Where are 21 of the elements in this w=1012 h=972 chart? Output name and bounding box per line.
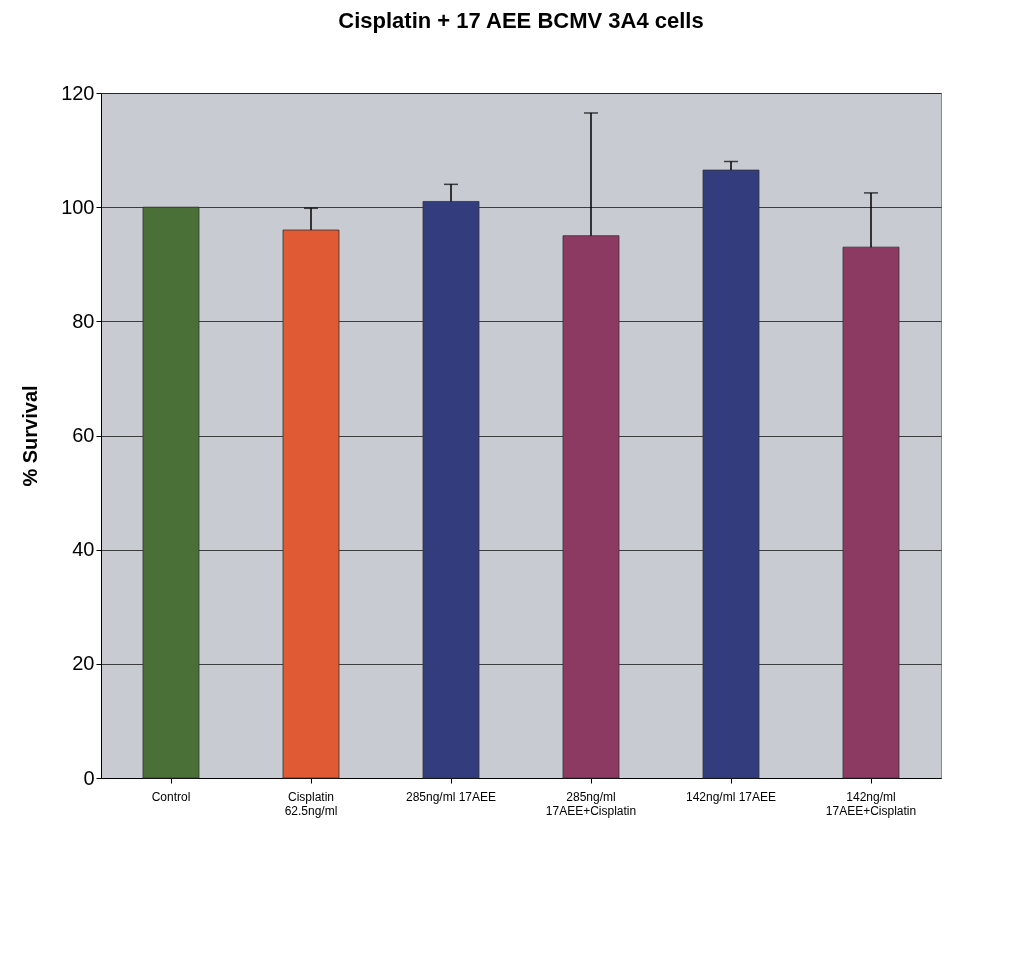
bar	[142, 206, 200, 779]
y-tick-label: 20	[72, 652, 95, 675]
y-tick-label: 120	[61, 81, 95, 104]
x-tick-label: 142ng/ml 17AEE+Cisplatin	[825, 789, 917, 818]
y-tick-label: 60	[72, 424, 95, 446]
bar	[562, 235, 620, 779]
x-tick-label: 285ng/ml 17AEE	[405, 789, 497, 804]
y-tick-label: 80	[72, 309, 95, 332]
chart-title: Cisplatin + 17 AEE BCMV 3A4 cells	[338, 8, 704, 33]
bar	[842, 246, 900, 779]
x-tick-label: 142ng/ml 17AEE	[685, 789, 777, 804]
y-tick-label: 40	[72, 538, 95, 561]
y-tick-label: 100	[61, 195, 95, 218]
y-tick-label: 0	[83, 766, 95, 789]
bar	[702, 169, 760, 779]
x-tick-label: 285ng/ml 17AEE+Cisplatin	[545, 789, 637, 818]
bar	[282, 229, 340, 779]
x-tick-label: Control	[151, 789, 191, 804]
x-tick-label: Cisplatin 62.5ng/ml	[284, 789, 338, 818]
y-axis-title: % Survival	[19, 385, 42, 487]
bar	[422, 201, 480, 779]
